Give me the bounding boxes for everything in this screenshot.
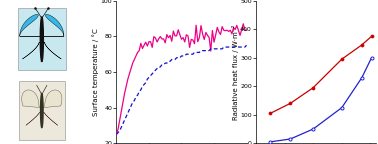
Polygon shape: [20, 14, 41, 36]
Bar: [17, 8, 66, 70]
Polygon shape: [22, 90, 41, 108]
Polygon shape: [22, 42, 41, 59]
Bar: [19, 81, 65, 140]
Ellipse shape: [40, 17, 43, 62]
Polygon shape: [43, 90, 62, 108]
Y-axis label: Radiative heat flux / W·m⁻²: Radiative heat flux / W·m⁻²: [232, 24, 239, 120]
Polygon shape: [43, 14, 64, 36]
Y-axis label: Surface temperature / °C: Surface temperature / °C: [93, 28, 99, 116]
Polygon shape: [26, 113, 41, 125]
Polygon shape: [43, 42, 61, 59]
Polygon shape: [43, 113, 58, 125]
Ellipse shape: [40, 93, 43, 128]
